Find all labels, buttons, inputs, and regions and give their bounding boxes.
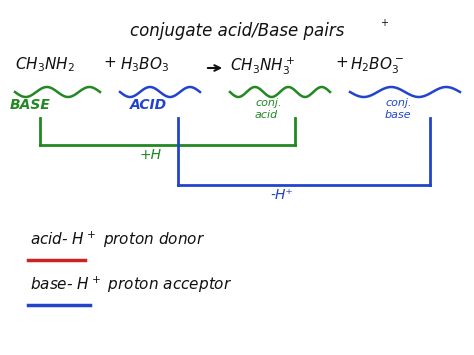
Text: acid- $H^+$ proton donor: acid- $H^+$ proton donor	[30, 230, 205, 250]
Text: +H: +H	[140, 148, 162, 162]
Text: $H_3BO_3$: $H_3BO_3$	[120, 55, 169, 74]
Text: +: +	[380, 18, 388, 28]
Text: -H⁺: -H⁺	[270, 188, 293, 202]
Text: ACID: ACID	[130, 98, 167, 112]
Text: BASE: BASE	[10, 98, 51, 112]
Text: $CH_3NH_2$: $CH_3NH_2$	[15, 55, 75, 74]
Text: conjugate acid/Base pairs: conjugate acid/Base pairs	[130, 22, 344, 40]
Text: $+$: $+$	[335, 55, 348, 70]
Text: conj.
base: conj. base	[385, 98, 411, 120]
Text: conj.
acid: conj. acid	[255, 98, 282, 120]
Text: base- $H^+$ proton acceptor: base- $H^+$ proton acceptor	[30, 275, 232, 295]
Text: $+$: $+$	[103, 55, 116, 70]
Text: $H_2BO_3^-$: $H_2BO_3^-$	[350, 55, 404, 76]
Text: $CH_3NH_3^+$: $CH_3NH_3^+$	[230, 55, 295, 77]
